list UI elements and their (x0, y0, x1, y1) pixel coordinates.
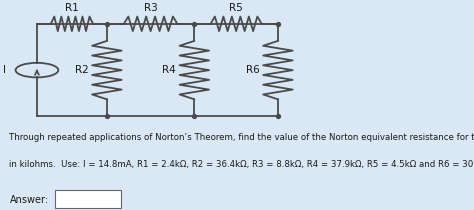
Text: R3: R3 (144, 3, 157, 13)
Text: R2: R2 (75, 65, 89, 75)
Text: Answer:: Answer: (9, 195, 49, 205)
Text: R6: R6 (246, 65, 260, 75)
Text: R5: R5 (229, 3, 243, 13)
Text: I: I (3, 65, 6, 75)
Text: R4: R4 (162, 65, 176, 75)
Text: in kilohms.  Use: I = 14.8mA, R1 = 2.4kΩ, R2 = 36.4kΩ, R3 = 8.8kΩ, R4 = 37.9kΩ, : in kilohms. Use: I = 14.8mA, R1 = 2.4kΩ,… (9, 160, 474, 169)
Text: Through repeated applications of Norton’s Theorem, find the value of the Norton : Through repeated applications of Norton’… (9, 133, 474, 142)
FancyBboxPatch shape (55, 190, 121, 208)
Text: R1: R1 (65, 3, 79, 13)
